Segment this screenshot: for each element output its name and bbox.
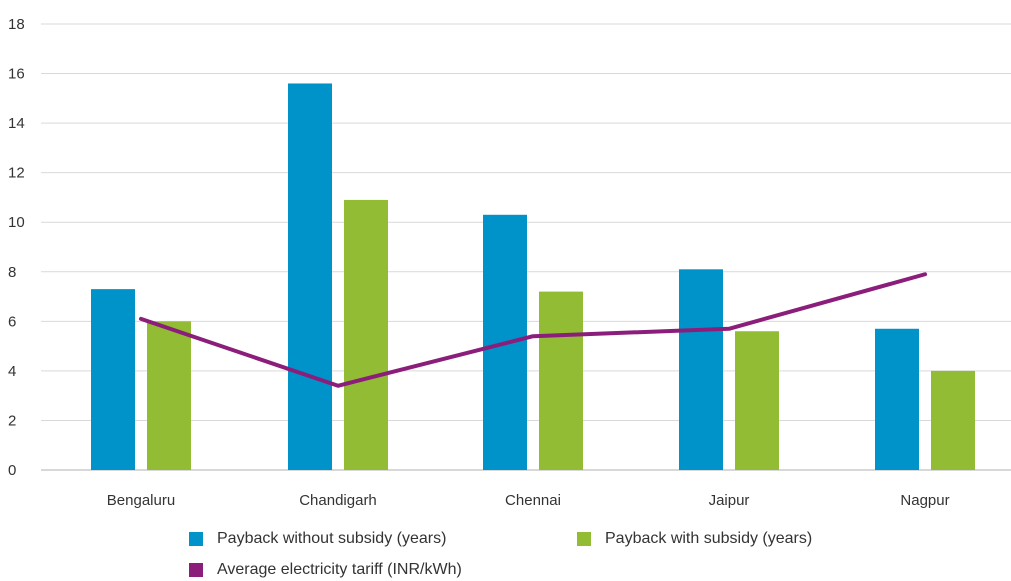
y-tick-14: 14 [8, 115, 25, 132]
x-axis-ticks: Bengaluru Chandigarh Chennai Jaipur Nagpur [107, 492, 950, 509]
y-tick-0: 0 [8, 462, 16, 479]
x-tick-chandigarh: Chandigarh [299, 492, 377, 509]
bar-chandigarh-without-subsidy [288, 83, 332, 470]
x-tick-chennai: Chennai [505, 492, 561, 509]
tariff-series-line [139, 272, 927, 388]
tariff-line [139, 272, 927, 388]
y-tick-12: 12 [8, 165, 25, 182]
y-tick-18: 18 [8, 16, 25, 33]
y-tick-16: 16 [8, 66, 25, 83]
bar-nagpur-without-subsidy [875, 328, 919, 470]
bar-nagpur-with-subsidy [931, 370, 975, 470]
bar-bengaluru-with-subsidy [147, 321, 191, 470]
y-tick-10: 10 [8, 214, 25, 231]
bar-jaipur-without-subsidy [679, 269, 723, 470]
bar-chennai-with-subsidy [539, 291, 583, 470]
bar-bengaluru-without-subsidy [91, 289, 135, 470]
bar-jaipur-with-subsidy [735, 331, 779, 470]
y-tick-2: 2 [8, 412, 16, 429]
bar-chandigarh-with-subsidy [344, 199, 388, 470]
x-tick-bengaluru: Bengaluru [107, 492, 175, 509]
y-tick-6: 6 [8, 313, 16, 330]
bars [91, 83, 975, 470]
x-tick-jaipur: Jaipur [709, 492, 750, 509]
x-tick-nagpur: Nagpur [900, 492, 949, 509]
y-tick-8: 8 [8, 264, 16, 281]
y-tick-4: 4 [8, 363, 16, 380]
y-axis-ticks: 0 2 4 6 8 10 12 14 16 18 [8, 16, 25, 479]
